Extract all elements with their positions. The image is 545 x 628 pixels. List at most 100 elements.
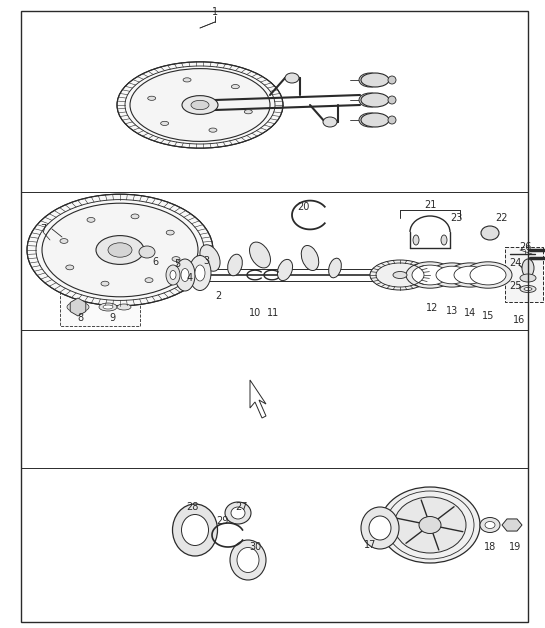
Ellipse shape (480, 517, 500, 533)
Ellipse shape (413, 235, 419, 245)
Text: 4: 4 (187, 273, 193, 283)
Ellipse shape (145, 278, 153, 283)
Text: 14: 14 (464, 308, 476, 318)
Text: 16: 16 (513, 315, 525, 325)
Ellipse shape (524, 288, 532, 291)
Text: 25: 25 (508, 281, 521, 291)
Text: 7: 7 (40, 224, 46, 234)
Ellipse shape (181, 514, 209, 546)
Text: 8: 8 (77, 313, 83, 323)
Ellipse shape (230, 540, 266, 580)
Ellipse shape (454, 266, 486, 284)
Ellipse shape (232, 85, 239, 89)
Ellipse shape (419, 516, 441, 534)
Ellipse shape (301, 246, 319, 271)
Ellipse shape (436, 266, 468, 284)
Ellipse shape (175, 259, 195, 291)
Ellipse shape (228, 254, 243, 276)
Text: 17: 17 (364, 540, 376, 550)
Text: 10: 10 (249, 308, 261, 318)
Bar (505, 247, 543, 302)
Ellipse shape (285, 73, 299, 83)
Ellipse shape (166, 265, 180, 285)
Ellipse shape (66, 265, 74, 270)
Ellipse shape (117, 304, 131, 310)
Ellipse shape (369, 516, 391, 540)
Ellipse shape (117, 62, 283, 148)
Polygon shape (70, 298, 86, 316)
Ellipse shape (370, 260, 430, 290)
Ellipse shape (148, 96, 156, 100)
Ellipse shape (209, 128, 217, 133)
Ellipse shape (406, 262, 454, 288)
Ellipse shape (200, 245, 220, 271)
Text: 29: 29 (216, 516, 228, 526)
Ellipse shape (195, 265, 205, 281)
Polygon shape (502, 519, 522, 531)
Ellipse shape (67, 302, 89, 312)
Ellipse shape (359, 113, 381, 127)
Text: 2: 2 (215, 291, 221, 301)
Ellipse shape (481, 226, 499, 240)
Ellipse shape (139, 246, 155, 258)
Ellipse shape (485, 521, 495, 529)
Text: 30: 30 (249, 542, 261, 552)
Ellipse shape (161, 121, 168, 126)
Text: 28: 28 (186, 502, 198, 512)
Text: 6: 6 (152, 257, 158, 267)
Text: 3: 3 (203, 256, 209, 266)
Ellipse shape (231, 507, 245, 519)
Text: 26: 26 (519, 242, 531, 252)
Ellipse shape (108, 243, 132, 257)
Polygon shape (250, 380, 266, 418)
Ellipse shape (60, 239, 68, 244)
Ellipse shape (182, 95, 218, 114)
Bar (60, 288, 140, 326)
Ellipse shape (131, 214, 139, 219)
Ellipse shape (393, 271, 407, 278)
Ellipse shape (329, 258, 341, 278)
Ellipse shape (359, 93, 381, 107)
Ellipse shape (323, 117, 337, 127)
Ellipse shape (448, 263, 492, 287)
Ellipse shape (361, 73, 389, 87)
Ellipse shape (394, 497, 466, 553)
Ellipse shape (191, 100, 209, 110)
Ellipse shape (277, 259, 293, 281)
Ellipse shape (522, 259, 534, 277)
Ellipse shape (359, 73, 381, 87)
Ellipse shape (361, 113, 389, 127)
Text: 27: 27 (236, 502, 249, 512)
Ellipse shape (388, 96, 396, 104)
Ellipse shape (464, 262, 512, 288)
Ellipse shape (183, 78, 191, 82)
Ellipse shape (441, 235, 447, 245)
Text: 19: 19 (509, 542, 521, 552)
Text: 24: 24 (509, 258, 521, 268)
Ellipse shape (99, 303, 117, 311)
Ellipse shape (42, 203, 198, 297)
Ellipse shape (361, 93, 389, 107)
Ellipse shape (430, 263, 474, 287)
Ellipse shape (520, 286, 536, 293)
Text: 22: 22 (496, 213, 508, 223)
Ellipse shape (237, 548, 259, 573)
Ellipse shape (130, 68, 270, 141)
Ellipse shape (380, 487, 480, 563)
Ellipse shape (96, 236, 144, 264)
Text: 9: 9 (109, 313, 115, 323)
Ellipse shape (412, 265, 448, 285)
Ellipse shape (166, 230, 174, 235)
Ellipse shape (170, 271, 176, 279)
Ellipse shape (470, 265, 506, 285)
Ellipse shape (172, 257, 180, 261)
Text: 11: 11 (267, 308, 279, 318)
Ellipse shape (388, 116, 396, 124)
Ellipse shape (225, 502, 251, 524)
Text: 18: 18 (484, 542, 496, 552)
Ellipse shape (173, 504, 217, 556)
Text: 20: 20 (297, 202, 309, 212)
Ellipse shape (189, 256, 211, 291)
Ellipse shape (101, 281, 109, 286)
Text: 23: 23 (450, 213, 462, 223)
